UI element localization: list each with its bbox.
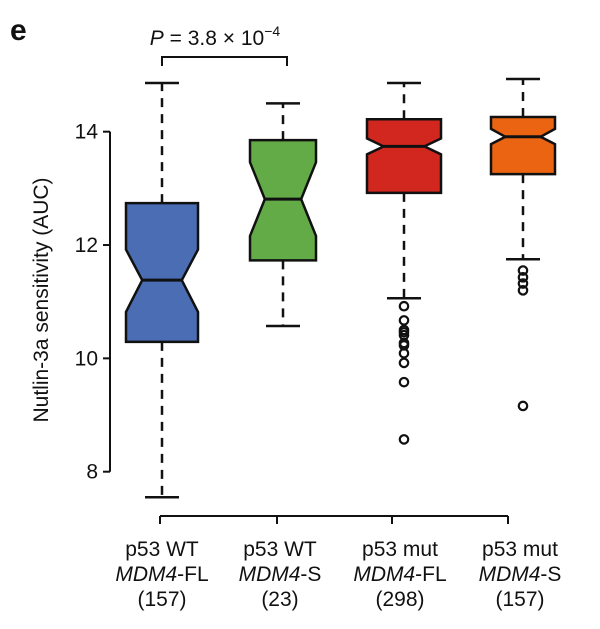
isoform: -FL [177,563,209,586]
outlier-point [398,315,410,326]
x-category-label-line2: MDM4-S [239,563,322,586]
notched-box [124,201,200,344]
x-category-label-line1: p53 mut [482,538,558,561]
significance-bracket [161,56,288,66]
p-value-annotation: P = 3.8 × 10−4 [150,23,288,66]
outlier-point [517,285,529,296]
isoform: -S [540,563,561,586]
box-group-2 [248,102,318,328]
outlier-point [398,347,410,359]
isoform: -FL [415,563,447,586]
x-category-count: (157) [495,588,544,611]
p-exponent: −4 [264,23,280,39]
outlier-point [517,278,529,289]
gene-name: MDM4 [353,563,415,586]
isoform: -S [300,563,321,586]
x-category-label-line2: MDM4-FL [115,563,208,586]
gene-name: MDM4 [115,563,177,586]
y-tick-label: 12 [75,234,98,257]
x-category-label-line1: p53 WT [125,538,199,561]
x-category-count: (298) [375,588,424,611]
outlier-point [517,272,529,283]
outlier-point [398,357,410,369]
y-tick-label: 8 [86,461,98,484]
gene-name: MDM4 [239,563,301,586]
outlier-point [398,300,410,312]
notched-box [489,115,557,176]
outlier-point [517,265,529,276]
x-category-label-line2: MDM4-FL [353,563,446,586]
p-symbol: P [150,27,164,50]
x-category-label-line2: MDM4-S [479,563,562,586]
panel-label: e [10,14,27,47]
y-tick-label: 10 [75,347,98,370]
x-category-label-line1: p53 mut [362,538,438,561]
x-category-label-line1: p53 WT [243,538,317,561]
notched-box [365,117,443,195]
outlier-point [517,400,529,412]
box-group-4 [489,77,557,412]
svg-text:P = 3.8 × 10−4: P = 3.8 × 10−4 [150,23,281,50]
p-value: = 3.8 × 10 [164,27,264,50]
y-axis-label: Nutlin-3a sensitivity (AUC) [30,177,53,422]
outlier-point [398,434,410,445]
gene-name: MDM4 [479,563,541,586]
x-category-count: (157) [137,588,186,611]
box-group-3 [365,81,443,445]
x-category-count: (23) [261,588,298,611]
outlier-point [398,376,410,388]
y-tick-label: 14 [75,121,99,144]
box-group-1 [124,81,200,499]
